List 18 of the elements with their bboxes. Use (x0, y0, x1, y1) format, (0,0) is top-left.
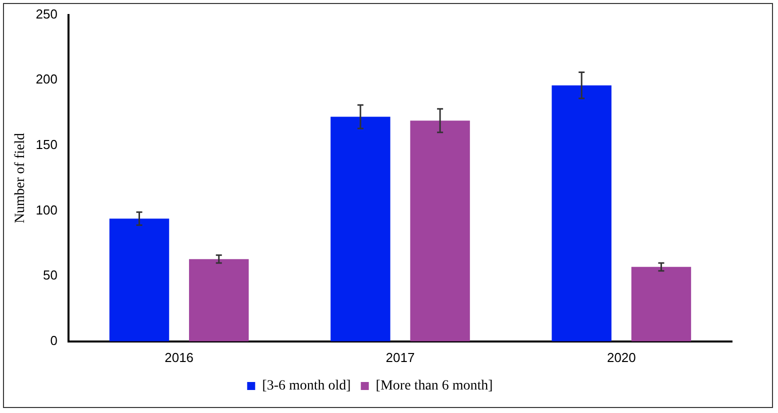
y-tick-label: 0 (50, 332, 58, 348)
x-tick-label: 2017 (386, 350, 415, 365)
bar (552, 85, 612, 342)
x-tick-label: 2016 (164, 350, 194, 365)
y-tick-label: 150 (36, 137, 58, 152)
legend-label: [More than 6 month] (376, 378, 493, 394)
y-tick-label: 200 (36, 72, 58, 87)
bar (109, 218, 170, 342)
x-tick-label: 2020 (606, 350, 636, 365)
bar (189, 259, 249, 342)
y-axis-title: Number of field (13, 133, 28, 224)
y-tick-label: 50 (43, 268, 58, 283)
bar (631, 266, 692, 342)
bar (330, 116, 390, 342)
y-tick-label: 100 (36, 202, 58, 218)
y-tick-label: 250 (36, 6, 58, 22)
bar (410, 120, 470, 342)
legend-label: [3-6 month old] (262, 378, 351, 394)
